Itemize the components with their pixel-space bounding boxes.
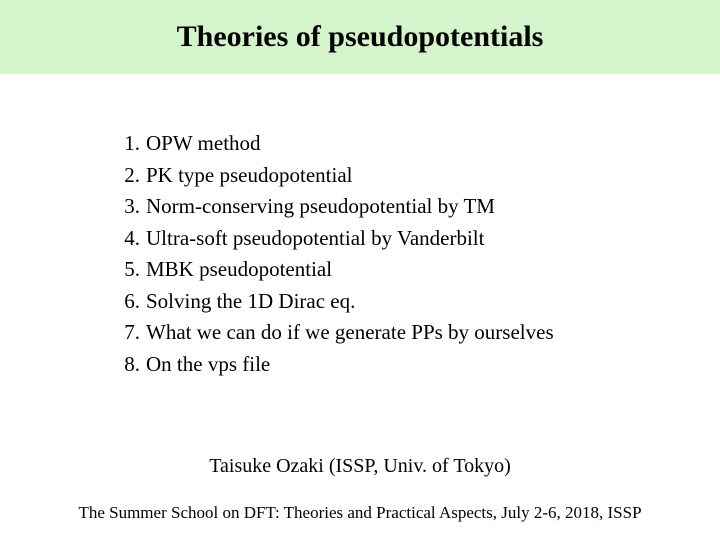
list-container: OPW method PK type pseudopotential Norm-…: [0, 74, 720, 380]
slide-title: Theories of pseudopotentials: [177, 20, 544, 54]
list-item: Ultra-soft pseudopotential by Vanderbilt: [114, 223, 720, 255]
list-item: Norm-conserving pseudopotential by TM: [114, 191, 720, 223]
list-item: PK type pseudopotential: [114, 160, 720, 192]
author-line: Taisuke Ozaki (ISSP, Univ. of Tokyo): [0, 455, 720, 478]
list-item: MBK pseudopotential: [114, 254, 720, 286]
topics-list: OPW method PK type pseudopotential Norm-…: [114, 128, 720, 380]
list-item: Solving the 1D Dirac eq.: [114, 286, 720, 318]
list-item: What we can do if we generate PPs by our…: [114, 317, 720, 349]
title-bar: Theories of pseudopotentials: [0, 0, 720, 74]
list-item: OPW method: [114, 128, 720, 160]
footer-line: The Summer School on DFT: Theories and P…: [0, 503, 720, 523]
list-item: On the vps file: [114, 349, 720, 381]
